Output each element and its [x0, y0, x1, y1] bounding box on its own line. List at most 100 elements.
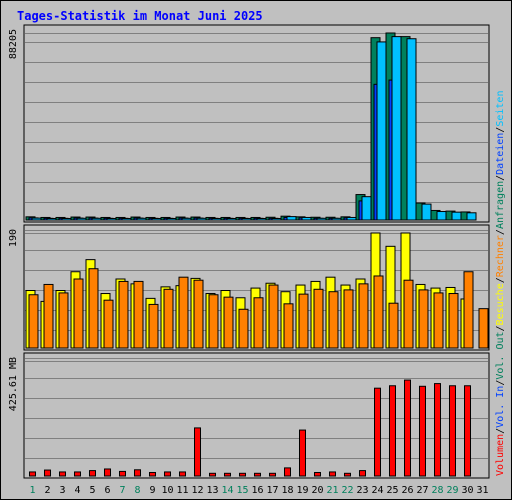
- legend-volumen: Volumen: [495, 434, 506, 476]
- bar-seiten-day-28: [436, 211, 447, 221]
- bar-volumen-day-2: [44, 469, 51, 477]
- legend-besuche: Besuche: [495, 283, 506, 325]
- x-tick-label-day-27: 27: [416, 485, 428, 496]
- bar-rechner-day-4: [73, 278, 84, 349]
- bar-rechner-day-19: [298, 293, 309, 349]
- bar-rechner-day-3: [58, 292, 69, 349]
- panel-volume: 425.61 MB: [8, 352, 490, 479]
- x-tick-label-day-12: 12: [191, 485, 203, 496]
- bar-seiten-day-1: [31, 217, 42, 221]
- x-tick-label-day-23: 23: [356, 485, 368, 496]
- bar-volumen-day-4: [74, 471, 81, 477]
- bar-rechner-day-26: [403, 279, 414, 349]
- x-tick-label-day-1: 1: [29, 485, 35, 496]
- series-legend-sidebar: Volumen/Vol. In/Vol. Out/Besuche/Rechner…: [495, 91, 506, 476]
- bar-volumen-day-12: [194, 427, 201, 477]
- bar-rechner-day-12: [193, 279, 204, 349]
- x-tick-label-day-4: 4: [74, 485, 80, 496]
- bar-seiten-day-30: [466, 212, 477, 221]
- bar-seiten-day-3: [61, 218, 72, 221]
- x-tick-label-day-28: 28: [431, 485, 443, 496]
- legend-dateien: Dateien: [495, 133, 506, 175]
- bar-volumen-day-27: [419, 385, 426, 477]
- bar-seiten-day-18: [286, 216, 297, 221]
- bar-rechner-day-1: [28, 294, 39, 349]
- bar-rechner-day-8: [133, 280, 144, 349]
- bar-volumen-day-5: [89, 470, 96, 477]
- bar-rechner-day-17: [268, 284, 279, 349]
- bar-volumen-day-28: [434, 383, 441, 477]
- legend-vol-in: Vol. In: [495, 386, 506, 428]
- bar-seiten-day-4: [76, 217, 87, 221]
- bar-volumen-day-25: [389, 385, 396, 477]
- x-tick-label-day-10: 10: [161, 485, 173, 496]
- x-tick-label-day-6: 6: [104, 485, 110, 496]
- bar-seiten-day-15: [241, 218, 252, 221]
- bar-volumen-day-20: [314, 471, 321, 477]
- bar-seiten-day-24: [376, 41, 387, 221]
- bar-volumen-day-21: [329, 471, 336, 477]
- bar-seiten-day-29: [451, 211, 462, 221]
- x-tick-label-day-17: 17: [266, 485, 278, 496]
- bar-rechner-day-5: [88, 268, 99, 349]
- bar-rechner-day-27: [418, 289, 429, 349]
- x-tick-label-day-16: 16: [251, 485, 263, 496]
- bar-rechner-day-16: [253, 297, 264, 349]
- bar-volumen-day-3: [59, 471, 66, 477]
- legend-separator: /: [495, 428, 506, 434]
- bar-rechner-day-14: [223, 296, 234, 349]
- x-tick-label-day-25: 25: [386, 485, 398, 496]
- bar-volumen-day-17: [269, 472, 276, 477]
- bar-seiten-day-6: [106, 218, 117, 221]
- x-tick-label-day-24: 24: [371, 485, 383, 496]
- legend-separator: /: [495, 325, 506, 331]
- bar-rechner-day-13: [208, 294, 219, 349]
- bar-rechner-day-22: [343, 289, 354, 349]
- bar-volumen-day-9: [149, 471, 156, 477]
- bar-volumen-day-10: [164, 471, 171, 477]
- panel-frame-hits: [23, 24, 490, 223]
- bar-seiten-day-25: [391, 36, 402, 221]
- bar-volumen-day-15: [239, 472, 246, 477]
- y-max-label-volume: 425.61 MB: [8, 357, 19, 411]
- bar-volumen-day-13: [209, 472, 216, 477]
- bar-volumen-day-26: [404, 379, 411, 477]
- legend-separator: /: [495, 127, 506, 133]
- bar-seiten-day-26: [406, 38, 417, 221]
- bar-volumen-day-1: [29, 471, 36, 477]
- x-tick-label-day-7: 7: [119, 485, 125, 496]
- panel-frame-volume: [23, 352, 490, 479]
- x-tick-label-day-3: 3: [59, 485, 65, 496]
- x-tick-label-day-19: 19: [296, 485, 308, 496]
- bar-rechner-day-11: [178, 276, 189, 349]
- panel-hits: 88205: [8, 24, 490, 223]
- bar-seiten-day-19: [301, 216, 312, 221]
- x-tick-label-day-13: 13: [206, 485, 218, 496]
- legend-separator: /: [495, 175, 506, 181]
- bar-rechner-day-9: [148, 303, 159, 349]
- x-tick-label-day-2: 2: [44, 485, 50, 496]
- bar-seiten-day-22: [346, 216, 357, 221]
- x-tick-label-day-11: 11: [176, 485, 188, 496]
- bar-rechner-day-18: [283, 303, 294, 349]
- x-tick-label-day-20: 20: [311, 485, 323, 496]
- bar-volumen-day-23: [359, 470, 366, 477]
- x-tick-label-day-21: 21: [326, 485, 338, 496]
- y-max-label-visits: 190: [8, 229, 19, 247]
- legend-rechner: Rechner: [495, 235, 506, 277]
- bar-seiten-day-9: [151, 218, 162, 221]
- bar-rechner-day-2: [43, 283, 54, 349]
- bar-volumen-day-24: [374, 387, 381, 477]
- bar-rechner-day-31: [478, 308, 489, 349]
- bars-volume: [29, 379, 471, 477]
- bar-volumen-day-8: [134, 469, 141, 477]
- legend-separator: /: [495, 277, 506, 283]
- x-tick-label-day-26: 26: [401, 485, 413, 496]
- bar-seiten-day-17: [271, 218, 282, 221]
- x-tick-label-day-14: 14: [221, 485, 233, 496]
- legend-seiten: Seiten: [495, 91, 506, 127]
- bar-rechner-day-28: [433, 292, 444, 349]
- bar-volumen-day-7: [119, 470, 126, 477]
- bar-rechner-day-30: [463, 271, 474, 349]
- bar-volumen-day-18: [284, 467, 291, 477]
